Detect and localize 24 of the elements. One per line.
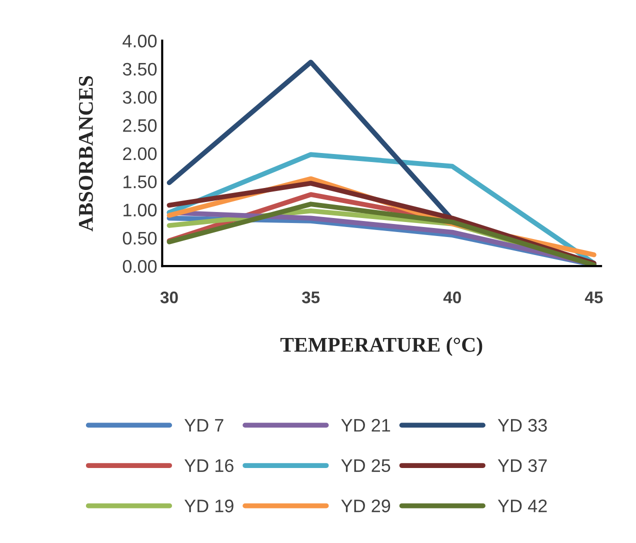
- y-tick-label: 3.50: [122, 62, 157, 76]
- legend-label: YD 29: [341, 500, 390, 512]
- y-tick-label: 0.50: [122, 232, 157, 245]
- legend-label: YD 42: [498, 500, 547, 512]
- y-axis-title: ABSORBANCES: [78, 76, 93, 232]
- legend-label: YD 21: [341, 418, 390, 432]
- legend-label: YD 33: [498, 418, 547, 432]
- x-axis-title: TEMPERATURE (°C): [280, 337, 482, 356]
- y-tick-label: 3.00: [122, 90, 157, 104]
- y-tick-label: 1.50: [124, 176, 157, 188]
- y-tick-label: 2.50: [123, 119, 157, 132]
- x-tick-label: 30: [160, 292, 178, 304]
- y-tick-label: 4.00: [122, 34, 157, 48]
- legend-label: YD 7: [184, 419, 224, 432]
- x-tick-label: 40: [443, 292, 461, 304]
- y-tick-label: 2.00: [123, 147, 157, 160]
- legend-label: YD 25: [341, 459, 390, 472]
- x-tick-label: 35: [302, 292, 320, 304]
- legend-label: YD 37: [498, 459, 547, 472]
- y-tick-label: 0.00: [122, 260, 157, 273]
- legend-label: YD 19: [184, 500, 234, 512]
- y-tick-label: 1.00: [124, 204, 157, 216]
- legend-label: YD 16: [184, 459, 234, 472]
- x-tick-label: 45: [584, 292, 603, 304]
